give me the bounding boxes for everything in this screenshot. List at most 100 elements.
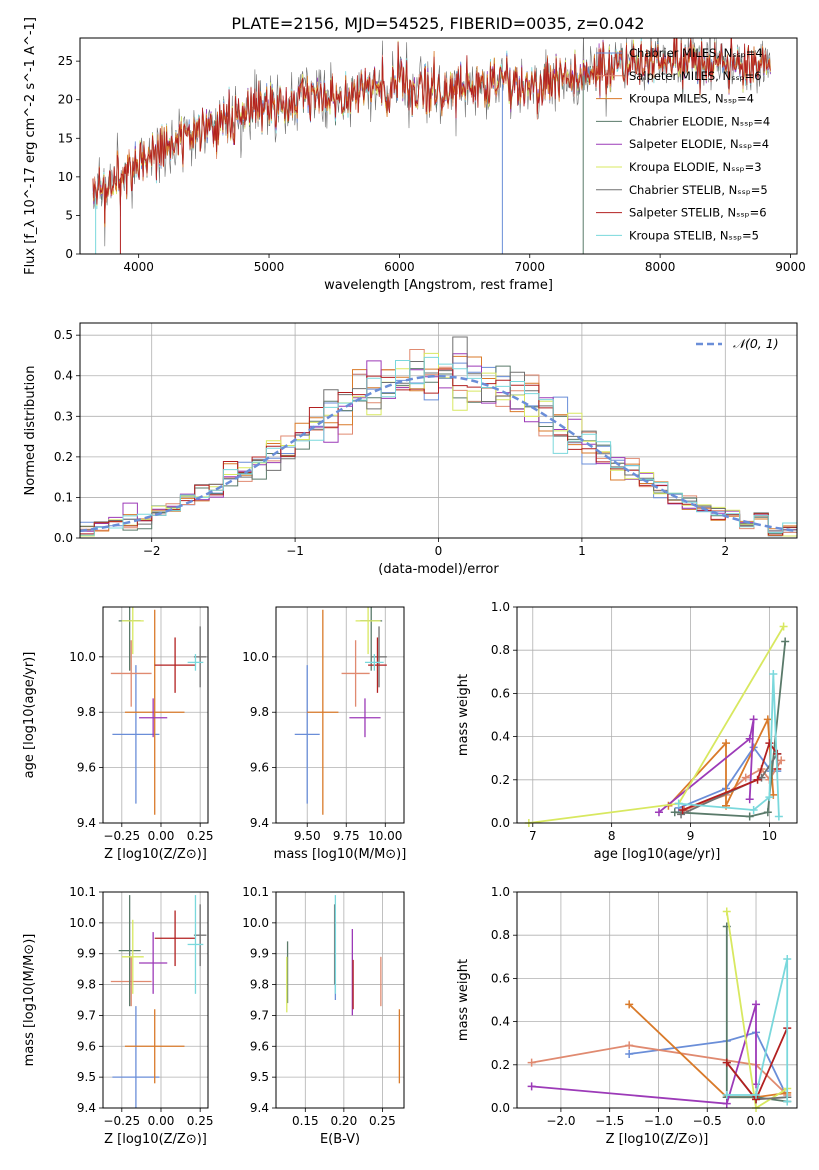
y-tick-label: 0.8 xyxy=(491,643,510,657)
x-tick-label: 0.00 xyxy=(148,1114,175,1128)
x-tick-label: 9.75 xyxy=(333,829,360,843)
y-tick-label: 9.7 xyxy=(77,1008,96,1022)
legend-label: Salpeter MILES, Nₛₛₚ=6 xyxy=(629,69,762,83)
weight-marker xyxy=(783,1097,792,1106)
x-tick-label: 1 xyxy=(578,544,586,558)
y-axis-label: mass weight xyxy=(456,674,471,756)
y-tick-label: 9.4 xyxy=(250,816,269,830)
legend-label: Kroupa MILES, Nₛₛₚ=4 xyxy=(629,92,754,106)
mass-age-panel: 9.50 9.75 10.00 9.4 9.6 9.8 10.0 mass [log10(M/… xyxy=(242,606,407,862)
weight-marker xyxy=(722,1099,731,1108)
weight-marker xyxy=(752,1000,761,1009)
x-axis-label: mass [log10(M/M⊙)] xyxy=(274,847,407,862)
weight-marker xyxy=(763,715,772,724)
y-tick-label: 10.0 xyxy=(69,916,96,930)
x-tick-label: −0.25 xyxy=(103,1114,140,1128)
y-tick-label: 5 xyxy=(65,208,73,222)
axes-frame xyxy=(275,606,405,824)
legend-label: Salpeter ELODIE, Nₛₛₚ=4 xyxy=(629,137,769,151)
y-tick-label: 0.5 xyxy=(54,328,73,342)
y-tick-label: 9.9 xyxy=(77,947,96,961)
y-tick-label: 9.5 xyxy=(77,1070,96,1084)
z-age-panel: −0.25 0.00 0.25 9.4 9.6 9.8 10.0 Z [log10(Z/Z⊙)… xyxy=(22,606,214,862)
figure-title: PLATE=2156, MJD=54525, FIBERID=0035, z=0… xyxy=(231,14,644,33)
y-tick-label: 10.1 xyxy=(69,885,96,899)
spectrum-line xyxy=(92,38,771,247)
y-tick-label: 1.0 xyxy=(491,600,510,614)
spectrum-line xyxy=(92,38,771,224)
weight-marker xyxy=(745,812,754,821)
y-tick-label: 0 xyxy=(65,247,73,261)
x-axis-label: (data-model)/error xyxy=(378,562,499,577)
weight-marker xyxy=(769,669,778,678)
weight-marker xyxy=(741,773,750,782)
x-tick-label: −0.25 xyxy=(103,829,140,843)
y-tick-label: 9.8 xyxy=(77,705,96,719)
weight-marker xyxy=(527,1058,536,1067)
x-tick-label: 0.20 xyxy=(330,1114,357,1128)
x-tick-label: 0.25 xyxy=(187,829,214,843)
x-tick-label: 10 xyxy=(762,829,777,843)
y-tick-label: 10.0 xyxy=(242,650,269,664)
weight-marker xyxy=(774,812,783,821)
legend-label: 𝒩(0, 1) xyxy=(733,336,779,351)
x-tick-label: 0.25 xyxy=(369,1114,396,1128)
weight-line xyxy=(531,1044,788,1096)
y-tick-label: 20 xyxy=(58,93,73,107)
weight-marker xyxy=(722,739,731,748)
y-tick-label: 10.0 xyxy=(69,650,96,664)
y-tick-label: 0.4 xyxy=(54,369,73,383)
weight-marker xyxy=(779,622,788,631)
y-tick-label: 0.0 xyxy=(54,531,73,545)
x-tick-label: 8000 xyxy=(645,260,676,274)
weight-marker xyxy=(625,1041,634,1050)
x-tick-label: 2 xyxy=(721,544,729,558)
x-tick-label: −1.0 xyxy=(644,1114,673,1128)
x-tick-label: 0.15 xyxy=(292,1114,319,1128)
x-axis-label: E(B-V) xyxy=(320,1132,360,1147)
axes-frame xyxy=(79,322,798,539)
weight-marker xyxy=(625,1050,634,1058)
y-tick-label: 9.9 xyxy=(250,947,269,961)
y-tick-label: 9.6 xyxy=(250,761,269,775)
weight-line xyxy=(726,958,789,1102)
y-tick-label: 9.5 xyxy=(250,1070,269,1084)
x-tick-label: 7 xyxy=(529,829,537,843)
y-tick-label: 9.8 xyxy=(250,978,269,992)
weight-marker xyxy=(670,808,679,817)
weight-marker xyxy=(765,793,774,802)
weight-line xyxy=(658,719,755,813)
x-tick-label: 7000 xyxy=(514,260,545,274)
x-axis-label: wavelength [Angstrom, rest frame] xyxy=(324,278,553,293)
x-tick-label: 9 xyxy=(687,829,695,843)
z-mass-panel: −0.25 0.00 0.25 9.4 9.5 9.6 9.7 9.8 9.9 10.0 10.1 Z… xyxy=(22,885,214,1147)
x-tick-label: −1.5 xyxy=(595,1114,624,1128)
y-tick-label: 0.4 xyxy=(491,730,510,744)
x-tick-label: 5000 xyxy=(254,260,285,274)
weight-marker xyxy=(752,1091,761,1100)
y-tick-label: 0.2 xyxy=(491,773,510,787)
weight-marker xyxy=(781,637,790,646)
y-tick-label: 0.3 xyxy=(54,409,73,423)
ebv-mass-panel: 0.15 0.20 0.25 9.4 9.5 9.6 9.7 9.8 9.9 10.0 10.1 E(… xyxy=(242,885,405,1147)
y-tick-label: 0.6 xyxy=(491,686,510,700)
x-axis-label: age [log10(age/yr)] xyxy=(594,847,721,862)
axes-frame xyxy=(102,606,209,824)
y-axis-label: mass weight xyxy=(456,959,471,1041)
y-tick-label: 15 xyxy=(58,131,73,145)
x-tick-label: 6000 xyxy=(384,260,415,274)
y-axis-label: Flux [f_λ 10^-17 erg cm^-2 s^-1 A^-1] xyxy=(23,17,38,275)
y-tick-label: 0.2 xyxy=(491,1058,510,1072)
weight-line xyxy=(528,625,785,823)
weight-marker xyxy=(677,810,686,819)
legend-label: Chabrier STELIB, Nₛₛₚ=5 xyxy=(629,183,768,197)
y-tick-label: 9.6 xyxy=(77,1039,96,1053)
weight-marker xyxy=(753,775,762,784)
residuals-panel: −2 −1 0 1 2 0.0 0.1 0.2 0.3 0.4 0.5 (data-model)/er… xyxy=(23,322,798,577)
weight-marker xyxy=(749,715,758,724)
weight-marker xyxy=(527,1082,536,1091)
y-axis-label: age [log10(age/yr)] xyxy=(22,652,37,779)
axes-frame xyxy=(79,37,798,255)
legend-label: Chabrier MILES, Nₛₛₚ=4 xyxy=(629,46,763,60)
